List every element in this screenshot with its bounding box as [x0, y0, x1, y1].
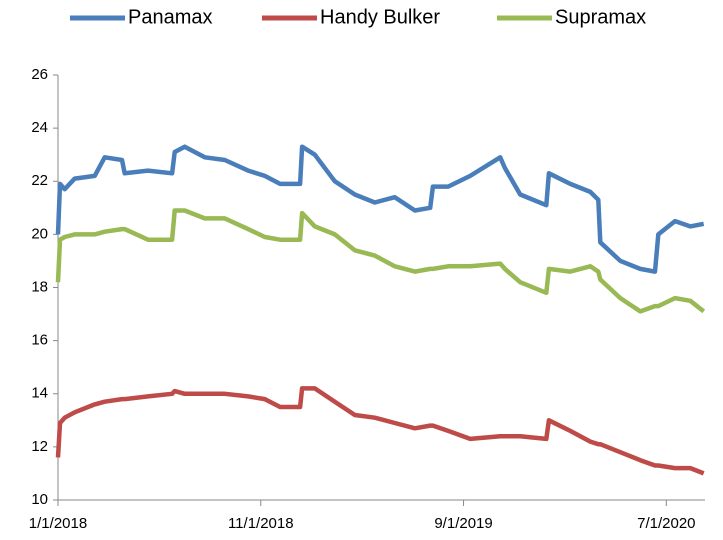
- x-tick-label: 11/1/2018: [228, 515, 294, 532]
- y-tick-label: 18: [31, 278, 48, 295]
- y-tick-label: 12: [31, 438, 48, 455]
- x-tick-label: 7/1/2020: [637, 515, 695, 532]
- y-tick-label: 24: [31, 119, 48, 136]
- x-tick-label: 9/1/2019: [434, 515, 492, 532]
- series-line: [55, 144, 705, 274]
- y-tick-label: 22: [31, 172, 48, 189]
- y-tick-label: 16: [31, 332, 48, 349]
- x-tick-label: 1/1/2018: [29, 515, 87, 532]
- y-tick-label: 14: [31, 385, 48, 402]
- legend-label: Supramax: [555, 6, 646, 28]
- series-line: [55, 208, 706, 314]
- legend-label: Panamax: [128, 6, 213, 28]
- y-tick-label: 10: [31, 491, 48, 508]
- series-line: [55, 386, 705, 476]
- y-tick-label: 20: [31, 225, 48, 242]
- y-tick-label: 26: [31, 66, 48, 83]
- legend-label: Handy Bulker: [320, 6, 440, 28]
